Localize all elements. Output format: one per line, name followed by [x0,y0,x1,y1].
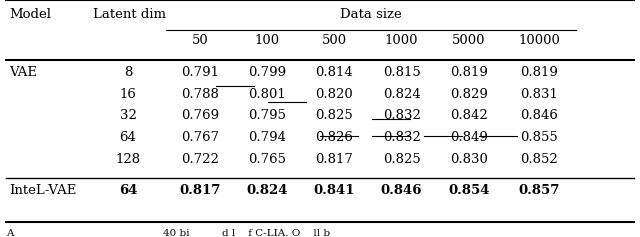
Text: 0.815: 0.815 [383,66,420,79]
Text: 0.846: 0.846 [520,109,558,123]
Text: 10000: 10000 [518,34,560,47]
Text: 64: 64 [119,184,137,197]
Text: 0.788: 0.788 [181,88,219,101]
Text: 0.769: 0.769 [181,109,219,123]
Text: 50: 50 [191,34,209,47]
Text: 0.842: 0.842 [450,109,488,123]
Text: Data size: Data size [340,8,402,21]
Text: 0.819: 0.819 [520,66,558,79]
Text: Model: Model [10,8,52,21]
Text: 0.791: 0.791 [181,66,219,79]
Text: VAE: VAE [10,66,38,79]
Text: 0.825: 0.825 [383,153,420,166]
Text: 16: 16 [120,88,136,101]
Text: 0.841: 0.841 [314,184,355,197]
Text: 0.824: 0.824 [383,88,420,101]
Text: A                                              40 bi          d l    f C-LIA. O : A 40 bi d l f C-LIA. O [6,229,330,237]
Text: 0.852: 0.852 [520,153,558,166]
Text: 0.832: 0.832 [383,131,420,144]
Text: 5000: 5000 [452,34,486,47]
Text: 0.829: 0.829 [450,88,488,101]
Text: 0.765: 0.765 [248,153,286,166]
Text: 0.849: 0.849 [450,131,488,144]
Text: Latent dim: Latent dim [93,8,166,21]
Text: 0.846: 0.846 [381,184,422,197]
Text: 0.767: 0.767 [181,131,219,144]
Text: 8: 8 [124,66,132,79]
Text: 0.831: 0.831 [520,88,558,101]
Text: 0.799: 0.799 [248,66,286,79]
Text: 0.801: 0.801 [248,88,286,101]
Text: 64: 64 [120,131,136,144]
Text: 0.854: 0.854 [448,184,490,197]
Text: 1000: 1000 [385,34,419,47]
Text: 0.817: 0.817 [316,153,353,166]
Text: 128: 128 [115,153,141,166]
Text: 0.817: 0.817 [179,184,221,197]
Text: InteL-VAE: InteL-VAE [10,184,77,197]
Text: 0.814: 0.814 [316,66,353,79]
Text: 0.825: 0.825 [316,109,353,123]
Text: 0.722: 0.722 [181,153,219,166]
Text: 0.830: 0.830 [450,153,488,166]
Text: 0.855: 0.855 [520,131,558,144]
Text: 0.820: 0.820 [316,88,353,101]
Text: 100: 100 [255,34,280,47]
Text: 32: 32 [120,109,136,123]
Text: 0.857: 0.857 [518,184,560,197]
Text: 0.824: 0.824 [246,184,288,197]
Text: 0.794: 0.794 [248,131,286,144]
Text: 0.832: 0.832 [383,109,420,123]
Text: 500: 500 [322,34,347,47]
Text: 0.826: 0.826 [316,131,353,144]
Text: 0.819: 0.819 [450,66,488,79]
Text: 0.795: 0.795 [248,109,286,123]
